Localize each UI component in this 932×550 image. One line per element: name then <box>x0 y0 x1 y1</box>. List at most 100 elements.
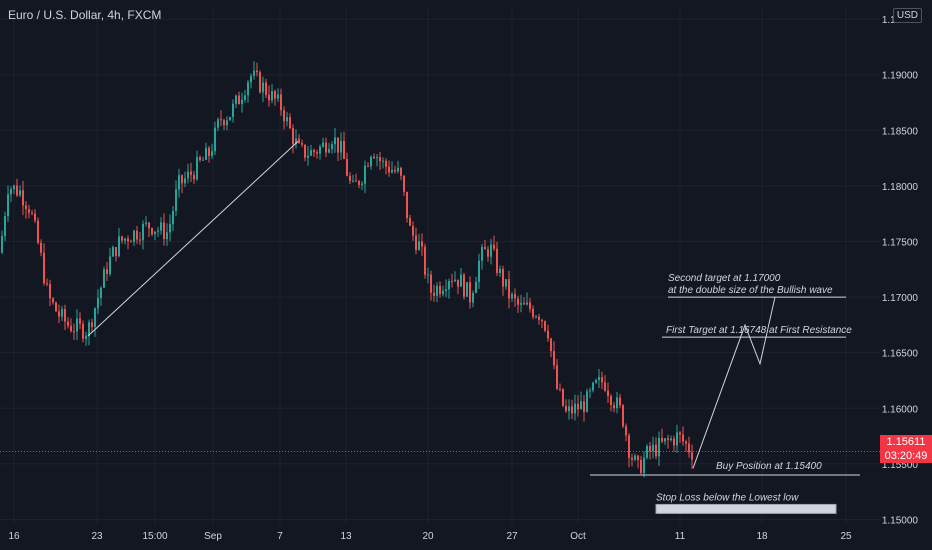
stop-loss-box <box>655 503 837 514</box>
y-tick-label: 1.16000 <box>882 404 919 415</box>
candle-body <box>427 274 429 276</box>
candle-body <box>316 152 318 154</box>
candle-body <box>265 82 267 95</box>
candle-body <box>475 281 477 294</box>
candle-body <box>385 160 387 167</box>
projection-path <box>692 296 776 469</box>
x-tick-label: Sep <box>204 531 222 542</box>
candle-body <box>637 455 639 460</box>
candle-body <box>511 294 513 299</box>
candle-body <box>631 457 633 460</box>
candle-body <box>235 95 237 104</box>
candle-body <box>196 157 198 180</box>
candle-body <box>91 322 93 327</box>
candle-body <box>10 189 12 195</box>
candle-body <box>130 241 132 243</box>
candle-body <box>325 142 327 153</box>
trend-line <box>87 141 299 337</box>
buy-position-label: Buy Position at 1.15400 <box>716 461 822 472</box>
candle-body <box>610 396 612 406</box>
candle-body <box>319 146 321 154</box>
candle-body <box>283 110 285 122</box>
candle-body <box>568 406 570 412</box>
candle-body <box>160 222 162 231</box>
candle-body <box>220 119 222 121</box>
candle-body <box>547 330 549 339</box>
candle-body <box>55 302 57 312</box>
candle-body <box>109 256 111 274</box>
candle-body <box>340 140 342 153</box>
candle-body <box>151 228 153 235</box>
candle-body <box>556 365 558 389</box>
candle-body <box>58 311 60 317</box>
candle-body <box>685 441 687 444</box>
candle-body <box>295 138 297 145</box>
candle-body <box>238 95 240 105</box>
candle-body <box>106 269 108 274</box>
stop-loss-label: Stop Loss below the Lowest low <box>656 492 799 503</box>
candle-body <box>28 209 30 213</box>
candle-body <box>595 380 597 383</box>
candle-body <box>127 238 129 242</box>
candle-body <box>586 391 588 412</box>
countdown-tag: 03:20:49 <box>880 449 932 463</box>
candle-body <box>355 180 357 182</box>
candle-body <box>268 94 270 101</box>
candle-body <box>73 331 75 333</box>
candle-body <box>208 147 210 156</box>
x-tick-label: 27 <box>506 531 518 542</box>
y-tick-label: 1.19000 <box>882 71 919 82</box>
candle-body <box>445 289 447 291</box>
candle-body <box>352 180 354 182</box>
candle-body <box>136 230 138 240</box>
candle-body <box>4 216 6 237</box>
candle-body <box>199 157 201 161</box>
candle-body <box>70 325 72 332</box>
candle-body <box>367 165 369 167</box>
currency-badge[interactable]: USD <box>892 8 922 23</box>
candle-body <box>247 82 249 96</box>
candle-body <box>13 185 15 190</box>
candle-body <box>277 94 279 99</box>
candle-body <box>358 181 360 185</box>
candle-body <box>1 236 3 253</box>
candle-body <box>175 189 177 211</box>
candle-body <box>301 143 303 145</box>
candle-body <box>544 321 546 331</box>
candle-body <box>310 150 312 156</box>
candle-body <box>478 260 480 282</box>
candle-body <box>184 178 186 184</box>
grid <box>0 8 880 525</box>
candle-body <box>649 445 651 452</box>
candle-body <box>286 117 288 122</box>
candle-body <box>532 308 534 317</box>
candle-body <box>613 405 615 409</box>
candle-body <box>412 225 414 236</box>
y-tick-label: 1.16500 <box>882 349 919 360</box>
candle-body <box>463 274 465 297</box>
candle-body <box>460 274 462 287</box>
x-tick-label: 16 <box>8 531 20 542</box>
candle-body <box>397 167 399 172</box>
candle-body <box>271 91 273 101</box>
candle-body <box>328 149 330 153</box>
y-tick-label: 1.15000 <box>882 515 919 526</box>
y-tick-label: 1.15500 <box>882 460 919 471</box>
candle-body <box>454 279 456 282</box>
axes: 1.195001.190001.185001.180001.175001.170… <box>8 15 918 542</box>
candle-body <box>202 159 204 161</box>
candle-body <box>403 175 405 192</box>
candle-body <box>7 194 9 217</box>
y-tick-label: 1.17500 <box>882 237 919 248</box>
candle-body <box>559 388 561 390</box>
candle-body <box>211 151 213 156</box>
candle-body <box>640 459 642 474</box>
candle-body <box>550 338 552 352</box>
candle-body <box>442 290 444 295</box>
x-tick-label: 7 <box>277 531 283 542</box>
candle-body <box>262 82 264 93</box>
candle-body <box>37 220 39 243</box>
candle-body <box>448 280 450 290</box>
candle-body <box>349 175 351 182</box>
